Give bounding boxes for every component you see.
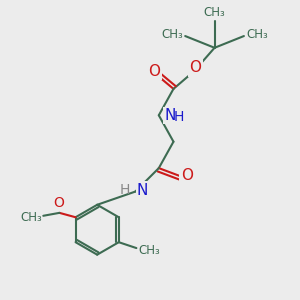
- Text: N: N: [137, 183, 148, 198]
- Text: CH₃: CH₃: [161, 28, 183, 41]
- Text: N: N: [164, 108, 176, 123]
- Text: CH₃: CH₃: [20, 211, 42, 224]
- Text: CH₃: CH₃: [139, 244, 160, 257]
- Text: O: O: [190, 60, 202, 75]
- Text: CH₃: CH₃: [246, 28, 268, 41]
- Text: O: O: [148, 64, 160, 79]
- Text: H: H: [174, 110, 184, 124]
- Text: O: O: [53, 196, 64, 210]
- Text: CH₃: CH₃: [204, 6, 225, 19]
- Text: O: O: [181, 168, 193, 183]
- Text: H: H: [120, 183, 130, 197]
